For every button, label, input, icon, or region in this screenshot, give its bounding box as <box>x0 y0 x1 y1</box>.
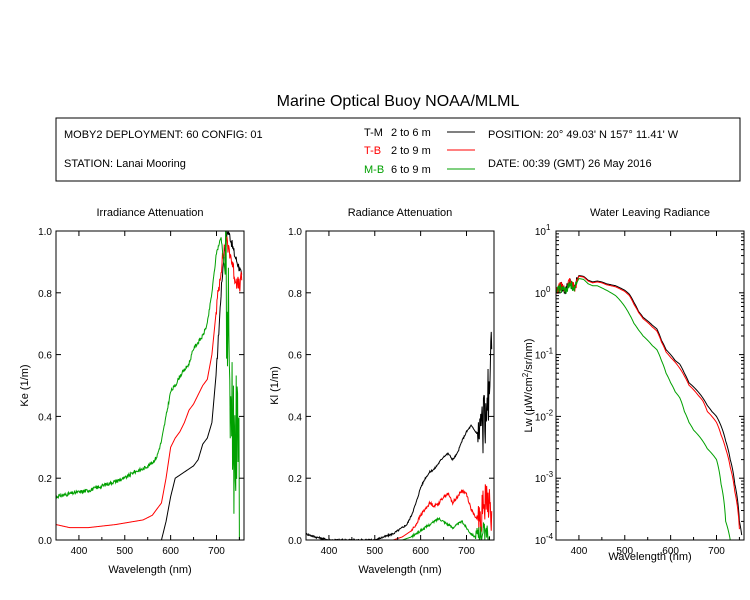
legend-label-t-m: T-M <box>364 127 383 139</box>
series-line-m-b <box>402 516 490 540</box>
x-axis-label: Wavelength (nm) <box>358 564 441 576</box>
x-axis-label: Wavelength (nm) <box>608 551 691 563</box>
y-tick-label: 0.8 <box>288 289 302 300</box>
y-tick-label: 0.0 <box>38 536 52 547</box>
y-tick-label: 0.8 <box>38 289 52 300</box>
y-tick-label: 10 <box>535 289 547 300</box>
legend-label-t-b: T-B <box>364 145 381 157</box>
y-tick-label: 0.4 <box>288 412 302 423</box>
panel-title: Irradiance Attenuation <box>96 207 203 219</box>
y-tick-label: 0.6 <box>38 351 52 362</box>
x-tick-label: 400 <box>571 546 588 557</box>
position-text: POSITION: 20° 49.03' N 157° 11.41' W <box>488 129 679 141</box>
x-tick-label: 500 <box>366 546 383 557</box>
radiance-attenuation-panel: Radiance Attenuation 400 500 600 700 0.0 0.2 0.… <box>269 207 495 576</box>
x-tick-label: 700 <box>708 546 725 557</box>
x-tick-label: 500 <box>116 546 133 557</box>
legend-entry-t-b: T-B 2 to 9 m <box>364 145 475 157</box>
y-tick-label: 0.0 <box>288 536 302 547</box>
figure-title: Marine Optical Buoy NOAA/MLML <box>277 93 520 110</box>
y-axis-label: Ke (1/m) <box>19 364 31 406</box>
series-line-t-b <box>374 484 493 540</box>
y-tick-label: 10 <box>535 474 547 485</box>
y-tick-exponent: -1 <box>546 347 554 356</box>
header-box <box>55 117 741 182</box>
plot-frame <box>55 230 245 541</box>
x-axis-label: Wavelength (nm) <box>108 564 191 576</box>
plot-frame <box>305 230 495 541</box>
legend-range-t-m: 2 to 6 m <box>391 127 431 139</box>
plot-frame <box>555 230 745 541</box>
legend-range-t-b: 2 to 9 m <box>391 145 431 157</box>
x-tick-label: 400 <box>71 546 88 557</box>
y-tick-label: 10 <box>535 227 547 238</box>
x-tick-label: 700 <box>208 546 225 557</box>
header-legend: T-M 2 to 6 m T-B 2 to 9 m M-B 6 to 9 m <box>364 127 475 176</box>
y-tick-exponent: -4 <box>546 532 554 541</box>
y-tick-label: 10 <box>535 351 547 362</box>
y-tick-label: 0.2 <box>288 474 302 485</box>
y-tick-label: 1.0 <box>288 227 302 238</box>
y-tick-exponent: -2 <box>546 408 554 417</box>
date-text: DATE: 00:39 (GMT) 26 May 2016 <box>488 158 652 170</box>
y-axis-label: Kl (1/m) <box>269 366 281 405</box>
panel-title: Water Leaving Radiance <box>590 207 710 219</box>
y-tick-label: 10 <box>535 412 547 423</box>
y-tick-label: 0.2 <box>38 474 52 485</box>
y-tick-label: 10 <box>535 536 547 547</box>
y-tick-exponent: 0 <box>546 285 551 294</box>
series-line-t-b <box>56 236 243 529</box>
irradiance-attenuation-panel: Irradiance Attenuation 400 500 600 700 0.0 0.2… <box>19 207 245 576</box>
panel-title: Radiance Attenuation <box>348 207 453 219</box>
x-tick-label: 700 <box>458 546 475 557</box>
series-line-t-b <box>556 275 740 530</box>
deployment-text: MOBY2 DEPLOYMENT: 60 CONFIG: 01 <box>64 129 263 141</box>
x-tick-label: 400 <box>321 546 338 557</box>
legend-range-m-b: 6 to 9 m <box>391 164 431 176</box>
x-tick-label: 500 <box>616 546 633 557</box>
legend-label-m-b: M-B <box>364 164 384 176</box>
series-line-t-m <box>160 231 243 540</box>
station-text: STATION: Lanai Mooring <box>64 158 186 170</box>
y-tick-label: 0.4 <box>38 412 52 423</box>
y-tick-exponent: -3 <box>546 470 554 479</box>
y-tick-label: 1.0 <box>38 227 52 238</box>
y-axis-label: Lw (μW/cm2/sr/nm) <box>521 339 535 433</box>
series-line-t-m <box>306 331 493 540</box>
series-line-m-b <box>56 231 240 540</box>
x-tick-label: 600 <box>662 546 679 557</box>
y-tick-exponent: 1 <box>546 223 551 232</box>
series-line-m-b <box>556 278 731 540</box>
x-tick-label: 600 <box>412 546 429 557</box>
series-line-t-m <box>556 275 743 536</box>
y-tick-label: 0.6 <box>288 351 302 362</box>
legend-entry-t-m: T-M 2 to 6 m <box>364 127 475 139</box>
x-tick-label: 600 <box>162 546 179 557</box>
legend-entry-m-b: M-B 6 to 9 m <box>364 164 475 176</box>
